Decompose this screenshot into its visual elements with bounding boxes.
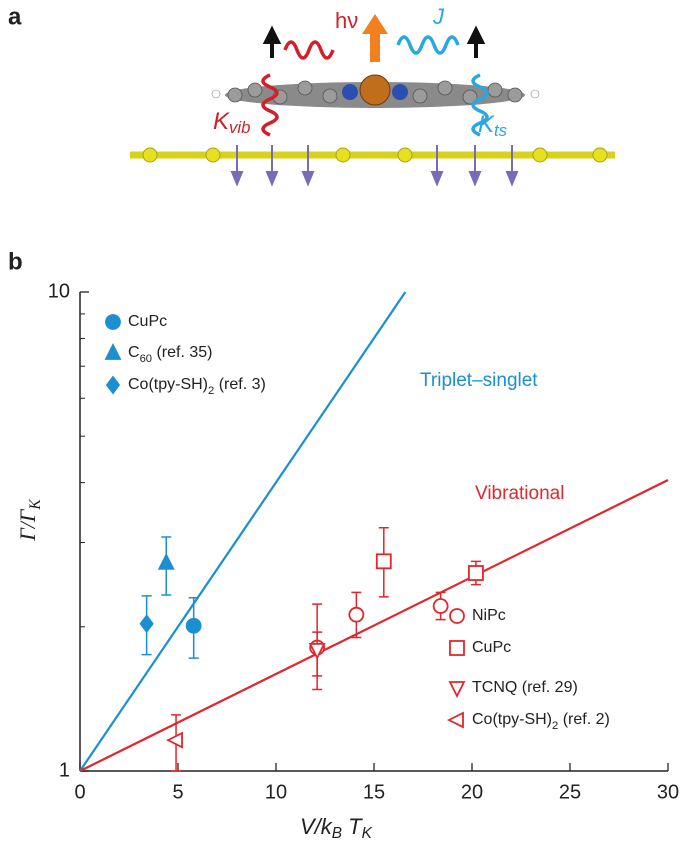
x-tick-label: 30 (657, 781, 679, 803)
legend-label: Co(tpy-SH)2 (ref. 2) (472, 711, 610, 732)
legend-marker (105, 314, 121, 330)
y-tick-label: 1 (59, 759, 70, 781)
marker (308, 642, 326, 660)
annotation: hν (335, 8, 358, 33)
legend-label: TCNQ (ref. 29) (472, 679, 578, 696)
ts-wave (471, 73, 489, 137)
text-part: Γ/Γ (15, 508, 40, 542)
x-tick-label: 20 (461, 781, 483, 803)
legend-label: Co(tpy-SH)2 (ref. 3) (128, 376, 266, 397)
fit-line (79, 479, 669, 772)
text-part: (ref. 2) (558, 711, 610, 728)
annotation: Kts (478, 111, 508, 140)
legend-label: C60 (ref. 35) (128, 344, 212, 365)
legend-label: CuPc (128, 313, 167, 330)
text-part: 2 (552, 720, 558, 732)
exchange-wave (396, 35, 460, 55)
legend-marker (446, 711, 464, 729)
x-tick-label: 5 (172, 781, 183, 803)
text-part: ts (494, 121, 508, 140)
text-part: 60 (140, 353, 152, 365)
y-tick-label: 10 (48, 280, 70, 302)
marker (139, 614, 154, 634)
text-part: Co(tpy-SH) (472, 711, 552, 728)
marker (468, 565, 484, 581)
text-part: C (128, 344, 140, 361)
x-tick-label: 15 (363, 781, 385, 803)
text-part: K (213, 108, 230, 135)
legend-marker (105, 375, 121, 395)
text-part: TCNQ (ref. 29) (472, 679, 578, 696)
annotation: J (432, 4, 445, 29)
legend-marker (449, 608, 465, 624)
marker (157, 552, 175, 570)
legend-marker (449, 640, 465, 656)
legend-marker (104, 342, 122, 360)
y-axis-label: Γ/ΓK (15, 499, 43, 542)
molecule (211, 74, 540, 108)
marker (375, 553, 392, 570)
text-part: (ref. 35) (152, 344, 212, 361)
text-part: Co(tpy-SH) (128, 376, 208, 393)
text-part: V/k (300, 814, 333, 839)
text-part: K (27, 499, 44, 511)
x-tick-label: 10 (265, 781, 287, 803)
substrate-atoms (142, 147, 608, 163)
illustration (130, 14, 615, 187)
text-part: NiPc (472, 607, 506, 624)
legend-label: CuPc (472, 639, 511, 656)
marker (432, 598, 449, 614)
x-tick-label: 0 (74, 781, 85, 803)
fit-line (79, 291, 407, 772)
text-part: vib (229, 118, 250, 137)
text-part: CuPc (472, 639, 511, 656)
text-part: K (478, 111, 495, 138)
line-label: Vibrational (475, 483, 564, 504)
text-part: CuPc (128, 313, 167, 330)
text-part: K (362, 825, 373, 842)
panel-label: a (8, 3, 22, 30)
spins (230, 145, 519, 187)
x-tick-label: 25 (559, 781, 581, 803)
arrows (262, 14, 486, 62)
marker (348, 606, 365, 623)
line-label: Triplet–singlet (420, 370, 538, 391)
annotation: Kvib (213, 108, 250, 137)
legend-marker (448, 681, 466, 699)
photon-wave (283, 40, 335, 60)
vib-wave (261, 73, 279, 137)
x-axis-label: V/kB TK (300, 814, 373, 842)
marker (166, 731, 183, 749)
text-part: 2 (208, 385, 214, 397)
panel-label: b (8, 248, 23, 275)
text-part: T (342, 814, 363, 839)
text-part: (ref. 3) (214, 376, 266, 393)
text-part: B (332, 825, 342, 842)
marker (185, 617, 202, 634)
legend-label: NiPc (472, 607, 506, 624)
